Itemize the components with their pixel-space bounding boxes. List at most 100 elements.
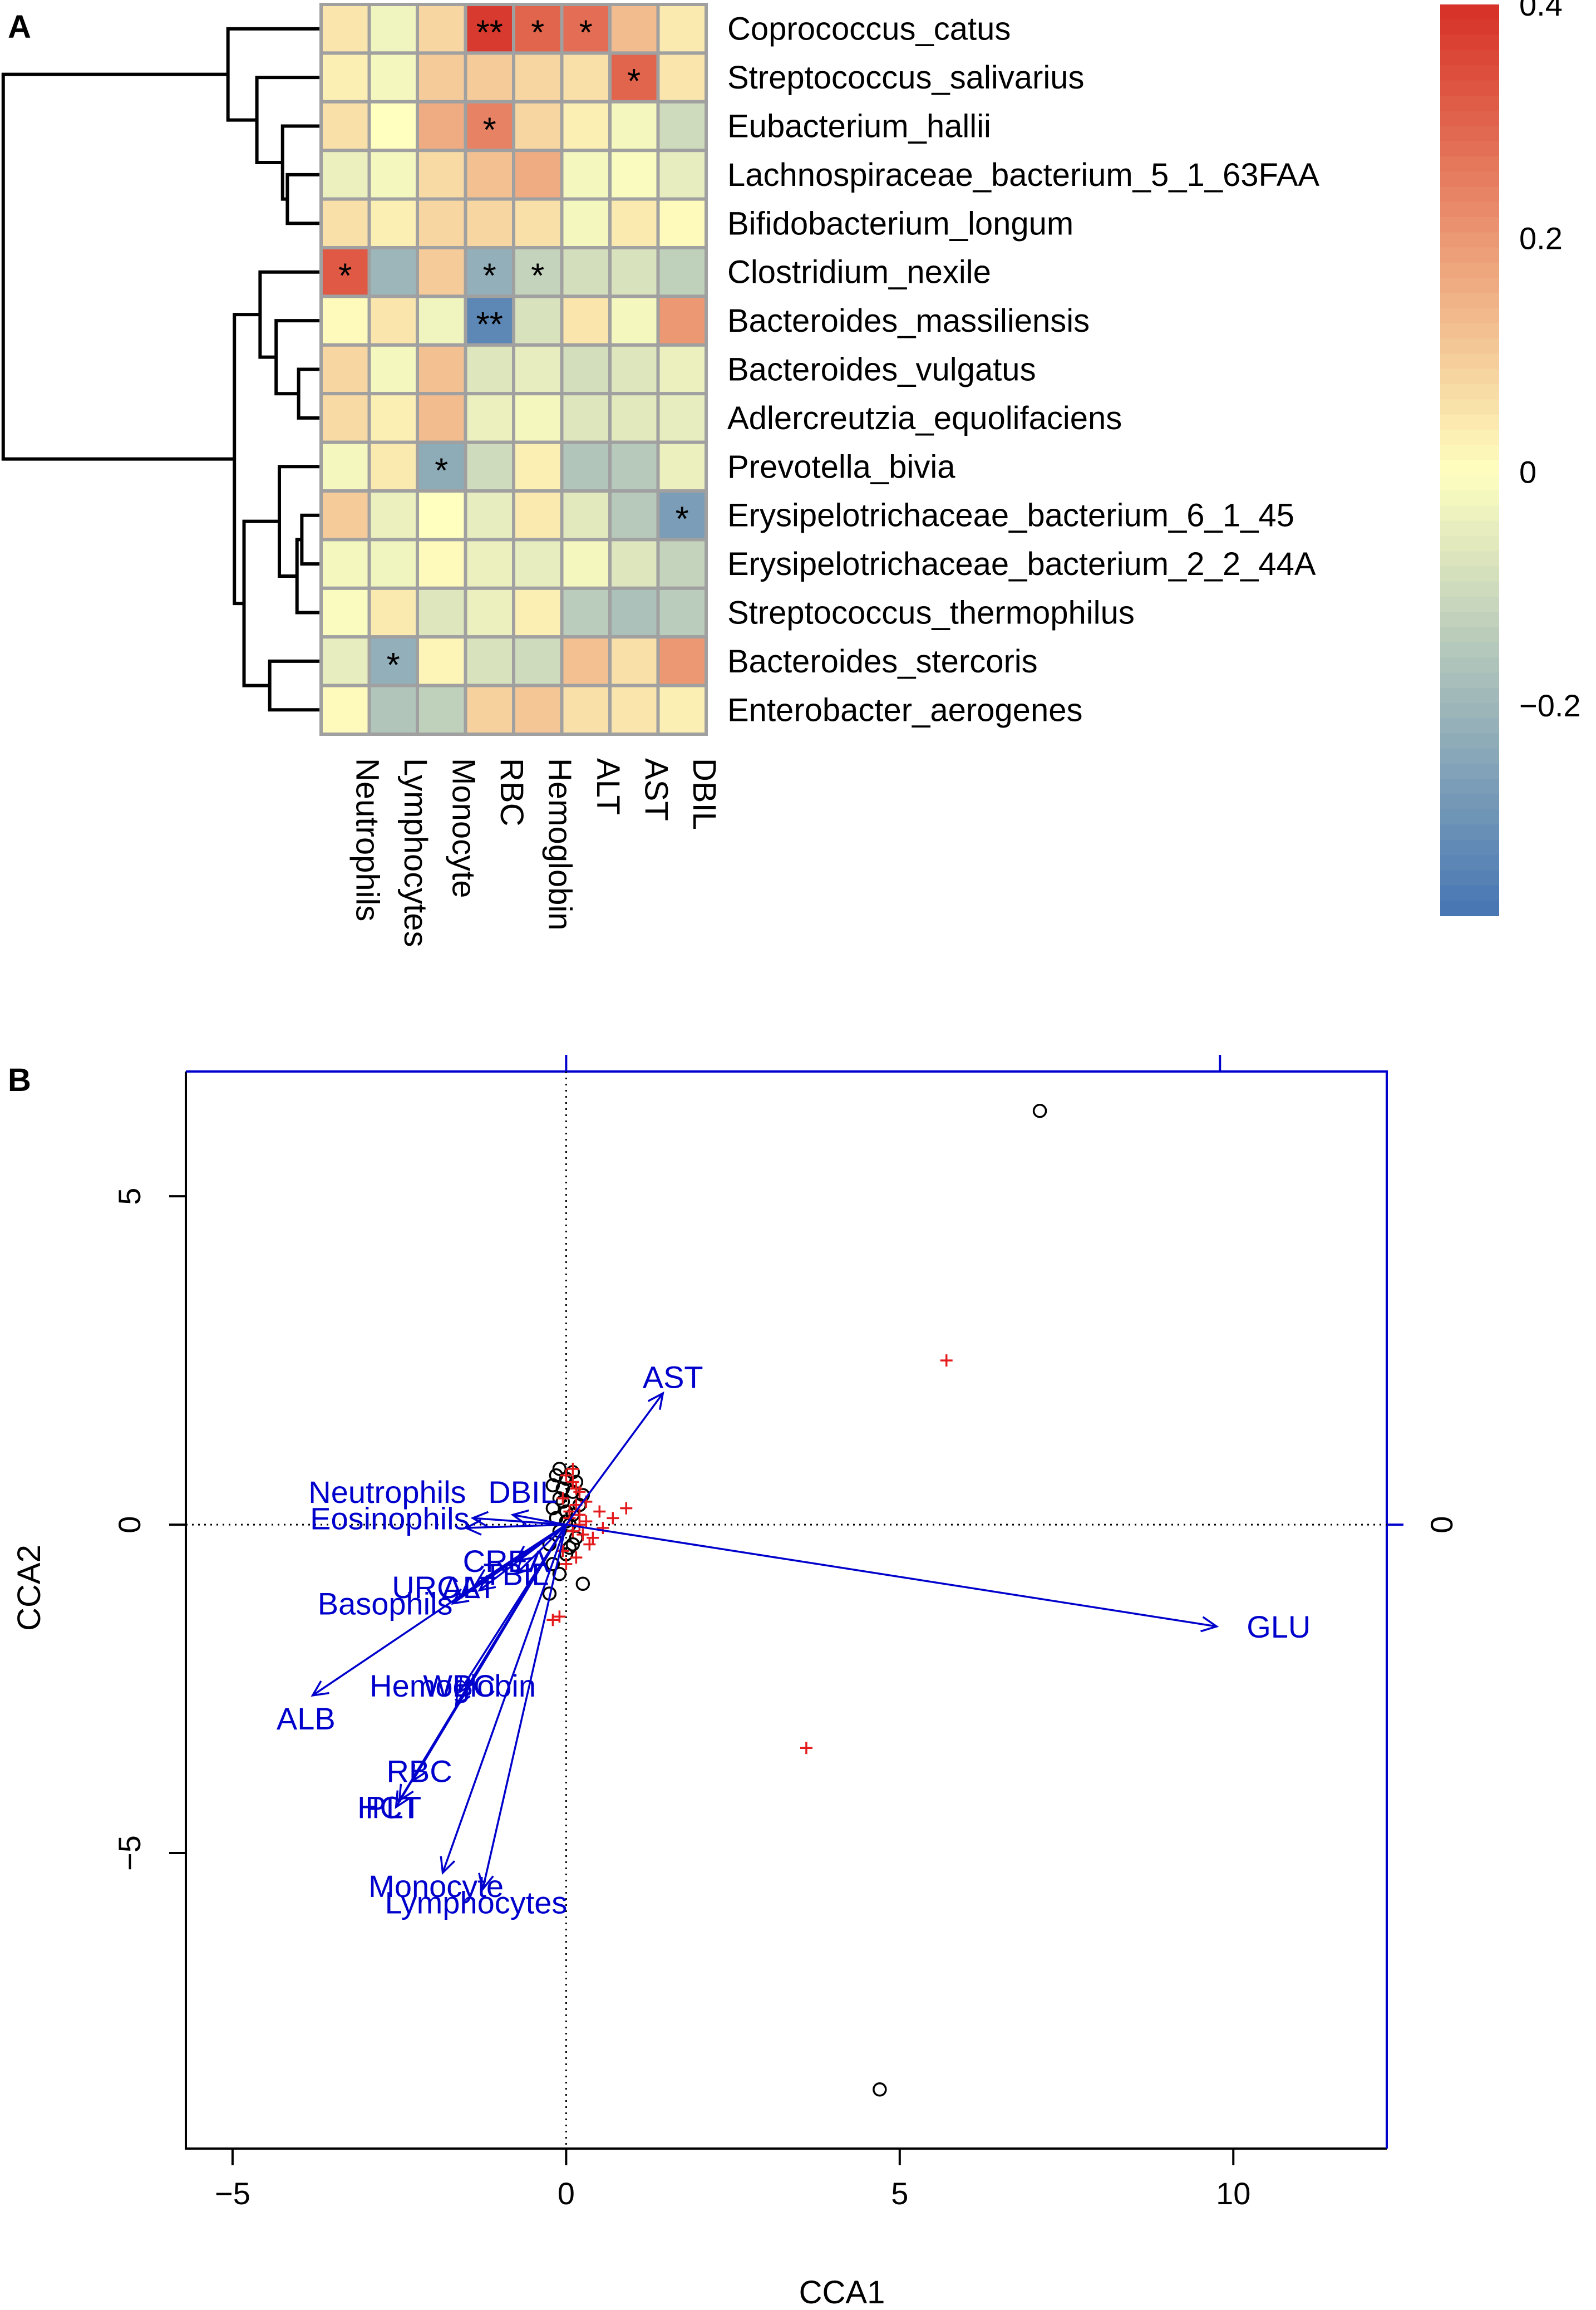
heatmap-cell (464, 51, 515, 104)
env-arrow-head (464, 1519, 482, 1536)
heatmap-cell (367, 343, 419, 396)
legend-tick-label: 0 (1519, 454, 1536, 489)
heatmap-row-label: Bifidobacterium_longum (727, 205, 1073, 242)
heatmap-cell (464, 489, 515, 542)
dendrogram-branch (297, 367, 321, 420)
legend-swatch (1440, 490, 1499, 507)
heatmap-cell (416, 149, 467, 201)
heatmap-cell (464, 635, 515, 687)
site-point (1032, 1104, 1047, 1118)
heatmap-row-label: Erysipelotrichaceae_bacterium_6_1_45 (727, 498, 1294, 534)
legend-swatch (1440, 535, 1499, 552)
heatmap-cell (319, 586, 371, 639)
heatmap-row-label: Eubacterium_hallii (727, 109, 991, 145)
y-tick-label: 0 (112, 1516, 147, 1534)
heatmap-cell (608, 489, 660, 542)
site-point (545, 1501, 560, 1516)
env-arrow (515, 1523, 567, 1575)
panel-a-letter: A (8, 9, 31, 45)
heatmap-cell (367, 586, 419, 639)
env-arrow-label: Lymphocytes (385, 1885, 568, 1920)
x-tick-label: 5 (891, 2176, 908, 2211)
legend-swatch (1440, 368, 1499, 385)
heatmap-column-label: Monocyte (445, 758, 481, 898)
env-arrow (513, 1513, 567, 1526)
legend-swatch (1440, 733, 1499, 749)
legend-swatch (1440, 505, 1499, 522)
heatmap-column-label: RBC (494, 758, 530, 826)
heatmap-cell (656, 343, 708, 396)
env-arrow (472, 1517, 567, 1526)
heatmap-dendrogram (1, 27, 321, 712)
legend-swatch (1440, 824, 1499, 841)
legend-swatch (1440, 794, 1499, 810)
heatmap-cell (464, 197, 515, 250)
legend-swatch (1440, 262, 1499, 279)
heatmap-cell (560, 635, 612, 687)
significance-mark: * (435, 451, 448, 490)
species-point (580, 1515, 593, 1528)
species-point (577, 1528, 589, 1541)
heatmap-cell (656, 392, 708, 444)
env-arrow-label: AST (643, 1360, 703, 1395)
env-arrow-label: DBIL (488, 1475, 558, 1510)
env-arrow-label: Basophils (318, 1586, 453, 1621)
heatmap-cell (656, 440, 708, 493)
heatmap-cell (512, 440, 564, 493)
env-arrow-label: ALT (442, 1570, 497, 1605)
heatmap-cell (367, 51, 419, 104)
heatmap-cell (512, 51, 564, 104)
legend-swatch (1440, 4, 1499, 21)
heatmap-cell (560, 343, 612, 396)
species-point (570, 1551, 583, 1564)
heatmap-cell (656, 246, 708, 298)
heatmap-column-label: ALT (590, 758, 626, 815)
species-point (567, 1462, 579, 1475)
heatmap-cell (416, 684, 467, 736)
heatmap-cell (367, 3, 419, 55)
heatmap-cell (319, 51, 371, 104)
heatmap-cell (608, 538, 660, 590)
legend-swatch (1440, 900, 1499, 916)
env-arrow-label: Neutrophils (308, 1475, 466, 1510)
heatmap-cell (608, 100, 660, 153)
heatmap-cell (560, 149, 612, 201)
legend-swatch (1440, 95, 1499, 111)
heatmap-cell (367, 246, 419, 298)
heatmap-cell (416, 489, 467, 542)
heatmap-cell (319, 197, 371, 250)
heatmap-cell (656, 149, 708, 201)
significance-mark: * (579, 14, 593, 52)
heatmap-cell (656, 635, 708, 687)
env-arrow-label: Eosinophils (310, 1501, 469, 1536)
heatmap-cell (464, 246, 515, 298)
heatmap-cell (656, 100, 708, 153)
dendrogram-branch (255, 76, 321, 165)
heatmap-row-label: Clostridium_nexile (727, 254, 991, 291)
legend-swatch (1440, 278, 1499, 294)
legend-swatch (1440, 854, 1499, 871)
y-tick-label: 5 (112, 1188, 147, 1205)
legend-swatch (1440, 50, 1499, 66)
legend-swatch (1440, 703, 1499, 719)
dendrogram-branch (233, 313, 260, 606)
heatmap-cell (608, 197, 660, 250)
heatmap-row-label: Bacteroides_stercoris (727, 643, 1038, 680)
legend-swatch (1440, 764, 1499, 780)
heatmap-cell (560, 440, 612, 493)
heatmap-cell (656, 538, 708, 590)
x-tick-label: −5 (215, 2176, 250, 2211)
legend-swatch (1440, 839, 1499, 856)
heatmap-cell (512, 489, 564, 542)
significance-mark: * (387, 646, 400, 685)
heatmap-cell (608, 246, 660, 298)
heatmap-cell (560, 684, 612, 736)
legend-swatch (1440, 19, 1499, 36)
legend-swatch (1440, 520, 1499, 537)
heatmap-cell (319, 100, 371, 153)
heatmap-cell (319, 3, 371, 55)
site-point (545, 1557, 560, 1571)
heatmap-cell (416, 294, 467, 347)
env-arrow-label: ALB (277, 1701, 336, 1736)
